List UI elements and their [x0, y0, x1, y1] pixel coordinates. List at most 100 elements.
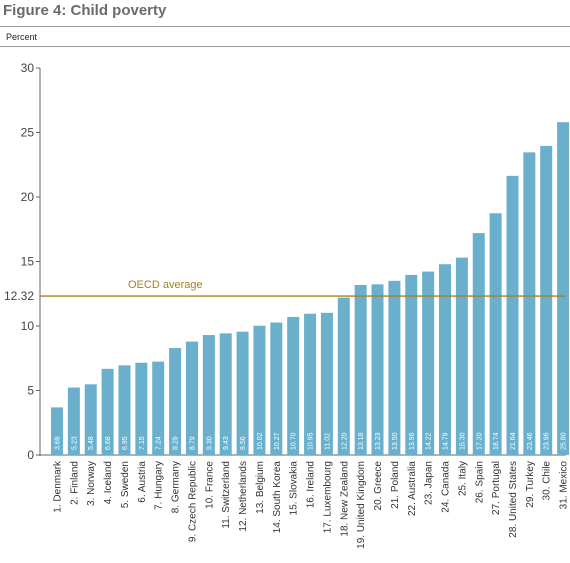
category-label: 6. Austria [137, 461, 148, 503]
category-label: 24. Canada [441, 461, 452, 513]
bar [472, 233, 485, 455]
category-label: 14. South Korea [272, 461, 283, 534]
bar-value-label: 8.79 [189, 436, 196, 450]
category-label: 22. Australia [407, 461, 418, 516]
bar-value-label: 10.70 [291, 432, 298, 450]
category-label: 16. Ireland [306, 461, 317, 508]
category-label: 10. France [204, 461, 215, 509]
bar [253, 325, 266, 455]
bar [169, 348, 182, 455]
category-label: 5. Sweden [120, 461, 131, 508]
bar [405, 274, 418, 455]
y-tick-label: 10 [21, 319, 35, 333]
bar [422, 271, 435, 455]
bar [540, 145, 553, 455]
oecd-average-value-label: 12.32 [4, 289, 34, 303]
bar [354, 284, 367, 455]
category-label: 15. Slovakia [289, 461, 300, 516]
bar [270, 322, 283, 455]
oecd-average-label: OECD average [128, 279, 203, 291]
category-label: 27. Portugal [491, 461, 502, 515]
y-axis-unit-label: Percent [6, 32, 38, 42]
bar [135, 362, 148, 455]
bar [51, 407, 63, 455]
bar-value-label: 13.23 [375, 432, 382, 450]
bar-value-label: 17.20 [476, 432, 483, 450]
title-divider [0, 26, 570, 27]
bar-value-label: 9.43 [223, 436, 230, 450]
bar-value-label: 11.02 [324, 433, 331, 450]
bar-value-label: 23.46 [527, 432, 534, 450]
category-label: 3. Norway [86, 461, 97, 506]
category-label: 13. Belgium [255, 461, 266, 514]
bar [219, 333, 232, 455]
bars: 3.69 5.23 5.48 6.68 6.95 7.15 7.24 8.29 8.79 9.30… [51, 122, 570, 456]
bar [101, 368, 114, 455]
oecd-average-reference: OECD average 12.32 [4, 279, 566, 303]
category-label: 7. Hungary [154, 461, 165, 510]
bar [236, 331, 249, 455]
category-label: 8. Germany [171, 461, 182, 513]
bar-value-label: 9.30 [206, 436, 213, 450]
category-label: 26. Spain [474, 461, 485, 503]
bar-value-label: 9.56 [240, 436, 247, 450]
bar [557, 122, 570, 456]
category-label: 18. New Zealand [339, 461, 350, 537]
bar [455, 257, 468, 455]
category-label: 29. Turkey [525, 461, 536, 508]
category-label: 25. Italy [457, 461, 468, 496]
category-label: 4. Iceland [103, 461, 114, 504]
y-tick-label: 15 [21, 255, 35, 269]
bar [320, 312, 333, 455]
category-label: 12. Netherlands [238, 461, 249, 532]
y-tick-label: 25 [21, 126, 35, 140]
bar-value-label: 7.15 [139, 436, 146, 450]
category-label: 28. United States [508, 461, 519, 538]
bar [202, 335, 215, 455]
bar-value-label: 10.27 [274, 432, 281, 450]
y-tick-label: 5 [27, 384, 34, 398]
x-axis-category-labels: 1. Denmark 2. Finland 3. Norway 4. Iceland 5… [53, 460, 570, 549]
bar [506, 175, 519, 455]
y-tick-label: 0 [27, 448, 34, 462]
bar-value-label: 23.96 [544, 432, 551, 450]
bar [489, 213, 502, 455]
bar [118, 365, 131, 455]
bar-value-label: 15.30 [459, 432, 466, 450]
bar-value-label: 14.22 [426, 432, 433, 450]
unit-divider [0, 46, 570, 47]
figure-title: Figure 4: Child poverty [3, 2, 167, 19]
category-label: 9. Czech Republic [187, 461, 198, 542]
bar-value-label: 18.74 [493, 432, 500, 450]
bar [84, 384, 97, 455]
bar-value-label: 13.18 [358, 432, 365, 450]
category-label: 1. Denmark [53, 460, 64, 513]
category-label: 19. United Kingdom [356, 461, 367, 549]
category-label: 23. Japan [424, 461, 435, 505]
bar-value-label: 13.96 [409, 432, 416, 450]
category-label: 20. Greece [373, 461, 384, 511]
category-label: 2. Finland [69, 461, 80, 505]
bar-value-label: 13.50 [392, 432, 399, 450]
bar-value-label: 5.23 [71, 436, 78, 450]
bar [439, 264, 452, 455]
y-tick-label: 20 [21, 190, 35, 204]
category-label: 21. Poland [390, 461, 401, 509]
bar-value-label: 14.79 [443, 432, 450, 450]
bar [523, 152, 536, 455]
bar [67, 387, 80, 455]
bar-value-label: 10.02 [257, 432, 264, 450]
bar-value-label: 12.20 [341, 432, 348, 450]
bar-value-label: 5.48 [88, 436, 95, 450]
bar-value-label: 8.29 [173, 436, 180, 450]
bar [304, 313, 317, 455]
bar [152, 361, 165, 455]
y-tick-label: 30 [21, 61, 35, 75]
category-label: 17. Luxembourg [322, 461, 333, 533]
bar-value-label: 10.95 [308, 432, 315, 450]
category-label: 31. Mexico [559, 461, 570, 510]
bar-value-label: 7.24 [156, 436, 163, 450]
bar [185, 341, 198, 455]
bar [337, 297, 350, 455]
